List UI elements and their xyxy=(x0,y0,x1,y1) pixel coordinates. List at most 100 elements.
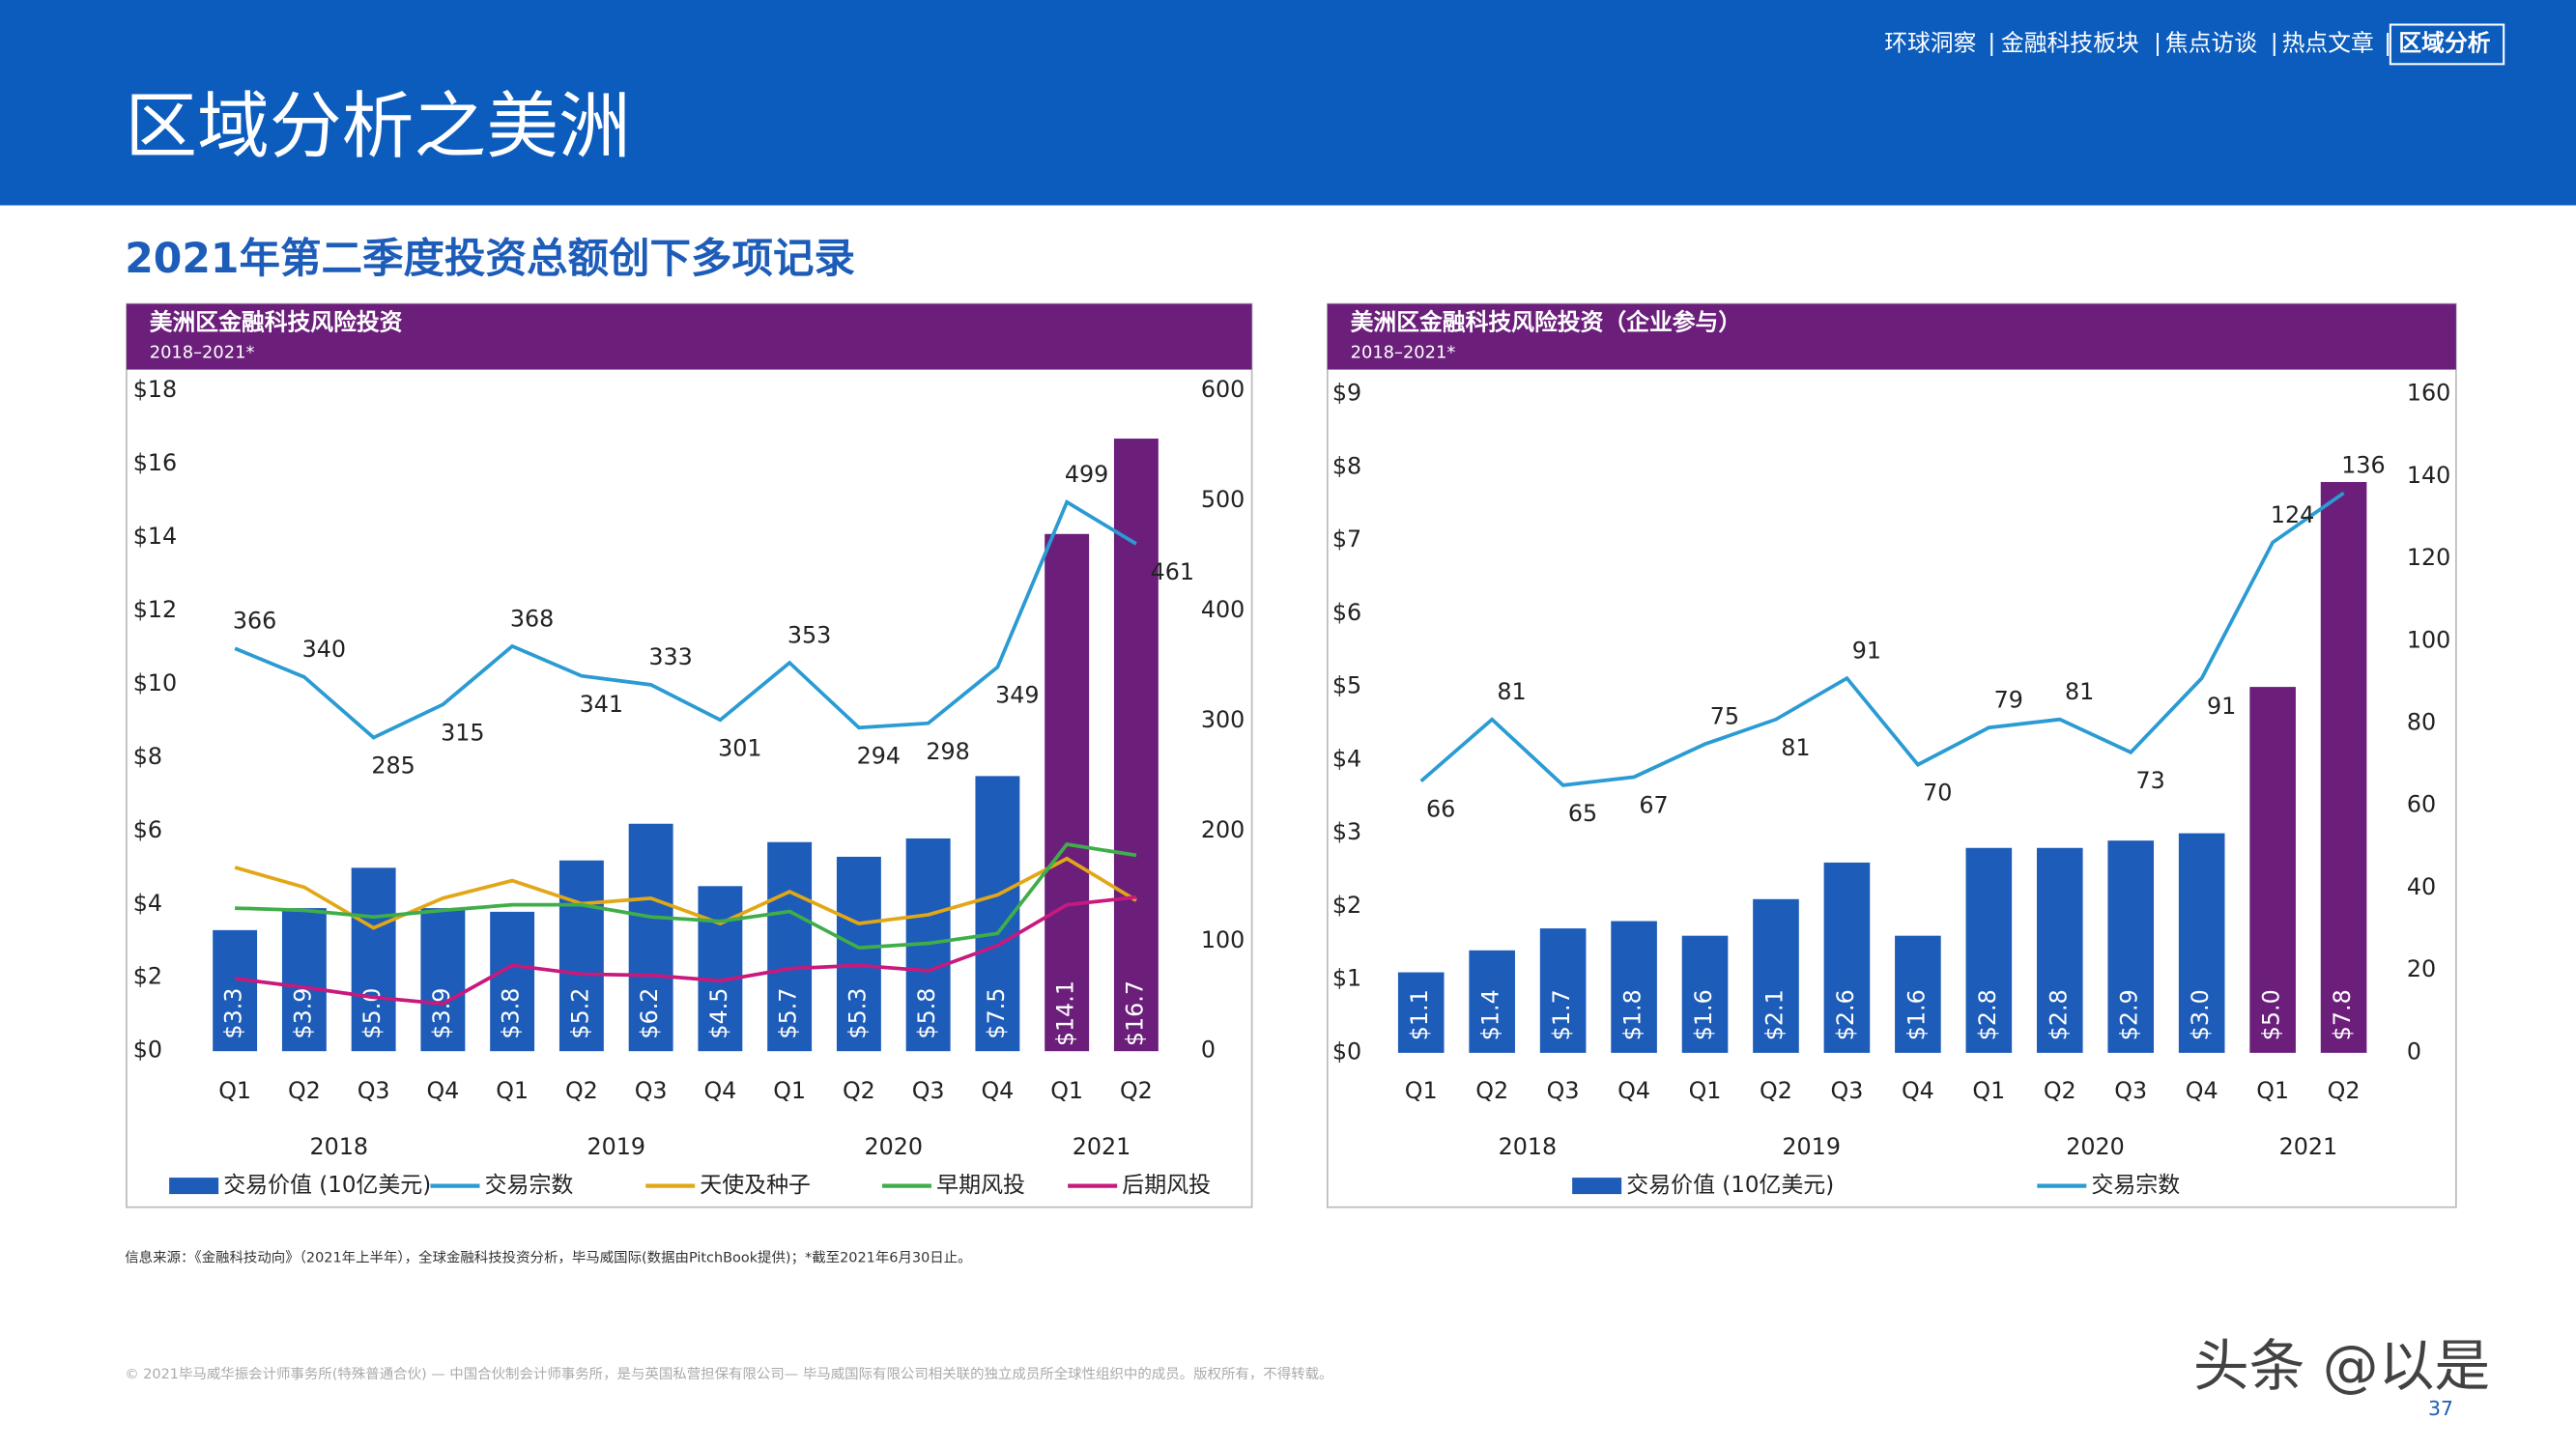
nav-item-active[interactable]: 区域分析 xyxy=(2398,29,2490,56)
bar xyxy=(1469,950,1515,1053)
bar xyxy=(836,856,881,1052)
nav-item[interactable]: 环球洞察 xyxy=(1884,29,1976,56)
chart-subtitle: 2018–2021* xyxy=(150,343,255,363)
y2-tick-label: 0 xyxy=(2407,1037,2421,1065)
x-tick-label: Q1 xyxy=(1689,1077,1722,1104)
line-value-label: 65 xyxy=(1568,800,1597,827)
bar-value-label: $14.1 xyxy=(1052,980,1079,1046)
source-note: 信息来源：《金融科技动向》（2021年上半年），全球金融科技投资分析，毕马威国际… xyxy=(125,1248,971,1265)
y-tick-label: $9 xyxy=(1332,380,1361,407)
legend-label: 天使及种子 xyxy=(700,1173,811,1198)
bar xyxy=(1965,847,2013,1053)
x-tick-label: Q4 xyxy=(2186,1077,2218,1104)
bar xyxy=(351,867,396,1052)
bar xyxy=(1753,898,1799,1053)
year-label: 2019 xyxy=(1782,1133,1841,1160)
bar xyxy=(767,841,813,1052)
bar-value-label: $3.8 xyxy=(498,988,525,1039)
y-tick-label: $12 xyxy=(133,596,177,623)
line-value-label: 333 xyxy=(648,643,692,670)
y2-tick-label: 300 xyxy=(1201,706,1245,733)
line xyxy=(234,895,1137,1007)
legend-label: 后期风投 xyxy=(1122,1173,1211,1198)
line-value-label: 341 xyxy=(580,691,623,718)
y-tick-label: $2 xyxy=(133,963,162,990)
bar xyxy=(1611,921,1657,1053)
bar-value-label: $5.3 xyxy=(844,988,871,1039)
bar-value-label: $3.9 xyxy=(289,988,316,1039)
y2-tick-label: 60 xyxy=(2407,791,2436,818)
x-tick-label: Q4 xyxy=(981,1077,1014,1104)
y2-tick-label: 40 xyxy=(2407,873,2436,900)
nav-item[interactable]: 金融科技板块 xyxy=(2001,29,2139,56)
y-tick-label: $4 xyxy=(1332,745,1361,772)
bar-value-label: $5.0 xyxy=(2258,989,2285,1040)
y2-tick-label: 160 xyxy=(2407,380,2450,407)
year-label: 2020 xyxy=(2066,1133,2125,1160)
y-tick-label: $8 xyxy=(133,743,162,770)
x-tick-label: Q1 xyxy=(1405,1077,1438,1104)
bar-value-label: $4.5 xyxy=(705,988,732,1039)
nav-separator: | xyxy=(2384,29,2391,56)
bar-value-label: $6.2 xyxy=(636,988,663,1039)
bar-value-label: $2.8 xyxy=(1974,989,2001,1040)
x-tick-label: Q1 xyxy=(218,1077,251,1104)
nav-item[interactable]: 焦点访谈 xyxy=(2165,29,2257,56)
line-value-label: 67 xyxy=(1639,791,1668,818)
x-tick-label: Q3 xyxy=(1830,1077,1863,1104)
bar-value-label: $3.3 xyxy=(220,988,247,1039)
line-value-label: 285 xyxy=(371,753,415,780)
bar xyxy=(558,860,604,1052)
legend-swatch xyxy=(169,1178,219,1195)
y-tick-label: $0 xyxy=(1332,1037,1361,1065)
line-value-label: 81 xyxy=(1497,678,1526,705)
bar xyxy=(281,908,327,1052)
line xyxy=(234,856,1137,930)
bar-value-label: $5.2 xyxy=(566,988,593,1039)
bar-value-label: $5.8 xyxy=(913,988,940,1039)
y2-tick-label: 100 xyxy=(1201,926,1245,953)
legend-label: 交易价值 (10亿美元) xyxy=(223,1173,431,1198)
y2-tick-label: 0 xyxy=(1201,1037,1216,1064)
y2-tick-label: 100 xyxy=(2407,626,2450,653)
y2-tick-label: 20 xyxy=(2407,955,2436,982)
x-tick-label: Q1 xyxy=(773,1077,806,1104)
x-tick-label: Q3 xyxy=(635,1077,668,1104)
x-tick-label: Q4 xyxy=(1617,1077,1650,1104)
legend-swatch xyxy=(1572,1178,1622,1195)
chart-header xyxy=(1327,303,2456,370)
x-tick-label: Q3 xyxy=(1547,1077,1580,1104)
y-tick-label: $1 xyxy=(1332,965,1361,992)
x-tick-label: Q1 xyxy=(2256,1077,2289,1104)
y2-tick-label: 500 xyxy=(1201,486,1245,513)
x-tick-label: Q2 xyxy=(1475,1077,1508,1104)
x-tick-label: Q4 xyxy=(1902,1077,1934,1104)
bar xyxy=(2107,840,2155,1053)
bar xyxy=(2249,687,2296,1053)
legend-label: 交易宗数 xyxy=(485,1173,574,1198)
bar xyxy=(1045,533,1090,1052)
bar-value-label: $1.8 xyxy=(1619,989,1646,1040)
year-label: 2020 xyxy=(864,1133,923,1160)
bar xyxy=(1823,862,1871,1053)
y-tick-label: $6 xyxy=(1332,599,1361,626)
y2-tick-label: 400 xyxy=(1201,596,1245,623)
legend-label: 交易价值 (10亿美元) xyxy=(1626,1173,1834,1198)
bar xyxy=(1397,972,1445,1053)
x-tick-label: Q2 xyxy=(565,1077,598,1104)
legend-label: 早期风投 xyxy=(936,1173,1025,1198)
y2-tick-label: 600 xyxy=(1201,376,1245,403)
nav-separator: | xyxy=(2271,29,2278,56)
line-value-label: 136 xyxy=(2341,452,2385,479)
bar xyxy=(2036,847,2083,1053)
nav-item[interactable]: 热点文章 xyxy=(2282,29,2374,56)
bar xyxy=(420,908,466,1052)
bar-value-label: $2.9 xyxy=(2116,989,2143,1040)
line xyxy=(234,499,1137,740)
y-tick-label: $6 xyxy=(133,816,162,843)
line-value-label: 349 xyxy=(995,682,1039,709)
nav-active-box xyxy=(2389,23,2505,66)
line-value-label: 301 xyxy=(718,734,761,761)
bar xyxy=(698,886,743,1052)
x-tick-label: Q1 xyxy=(1050,1077,1083,1104)
